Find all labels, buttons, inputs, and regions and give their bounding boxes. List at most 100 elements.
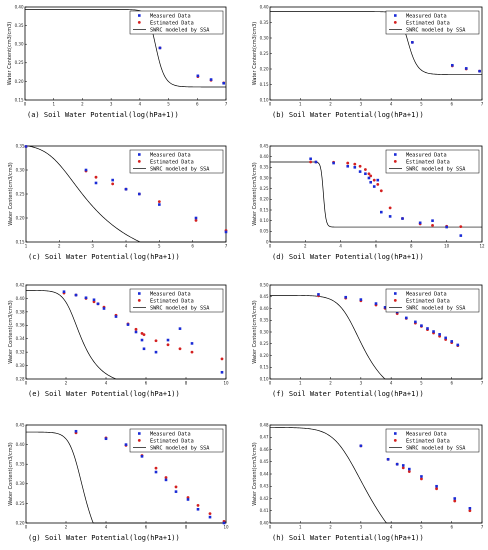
y-tick-label: 0.30 [15,42,24,47]
legend-estimated-marker [137,160,141,163]
x-tick-label: 2 [65,525,68,530]
legend-curve-label: SWRC modeled by SSA [406,166,466,172]
measured-point [194,216,198,220]
y-tick-label: 0.34 [16,336,25,341]
measured-point [376,178,380,182]
measured-point [401,217,404,220]
y-tick-label: 0.10 [260,218,269,223]
estimated-point [94,175,98,179]
panel-caption: (a) Soil Water Potential(log(hPa+1)) [27,111,179,119]
y-tick-label: 0.10 [260,97,269,102]
legend-curve-label: SWRC modeled by SSA [150,27,210,33]
y-tick-label: 0.42 [260,496,269,501]
y-tick-label: 0.20 [260,353,269,358]
y-tick-label: 0.35 [16,143,25,148]
legend-box [385,149,480,174]
x-tick-label: 6 [450,525,453,530]
estimated-point [364,168,367,171]
estimated-point [420,477,423,481]
estimated-point [220,357,224,361]
y-tick-label: 0.20 [260,197,269,202]
estimated-point [346,161,350,165]
panel-caption: (d) Soil Water Potential(log(hPa+1)) [272,253,424,261]
measured-point [332,161,335,165]
y-tick-label: 0.15 [16,239,25,244]
y-tick-label: 0.25 [16,191,25,196]
estimated-point [367,172,371,176]
x-tick-label: 10 [444,244,450,249]
measured-point [102,307,106,310]
legend-measured-marker [394,153,397,156]
estimated-point [92,300,96,304]
measured-point [388,215,392,218]
legend-box [129,428,224,453]
measured-point [178,327,182,330]
measured-point [166,338,170,342]
measured-point [435,484,438,488]
estimated-point [164,476,168,479]
swrc-curve [270,11,482,75]
x-tick-label: 8 [410,244,413,249]
y-tick-label: 0.32 [16,350,25,355]
measured-point [380,210,383,214]
panel-caption: (g) Soil Water Potential(log(hPa+1)) [28,534,180,542]
estimated-point [388,206,392,210]
estimated-point [376,183,380,186]
measured-point [346,164,350,168]
y-tick-label: 0.25 [16,501,25,506]
x-tick-label: 2 [304,244,307,249]
y-tick-label: 0.15 [260,82,269,87]
x-tick-label: 0 [269,525,272,530]
legend-measured-marker [138,14,141,17]
y-axis-label: Water Content(cm3/cm3) [252,22,258,85]
y-tick-label: 0.20 [16,520,25,525]
measured-point [222,521,226,525]
measured-point [431,219,434,222]
measured-point [111,178,114,182]
legend-measured-marker [138,292,141,295]
x-tick-label: 8 [185,381,188,386]
y-axis-label: Water Content(cm3/cm3) [8,300,14,363]
legend-estimated-label: Estimated Data [150,298,194,304]
chart-panel: 0 1 2 3 4 5 6 7 0.40 0.41 0.42 0.43 0.44 0.45 0.46 0.47… [252,422,484,542]
y-tick-label: 0.48 [260,422,269,427]
chart-panel: 0 2 4 6 8 10 0.20 0.25 0.30 0.35 0.40 0.45 Water Con… [8,422,229,542]
chart-panel: 0 1 2 3 4 5 6 7 0.15 0.20 0.25 0.30 0.35 0.40 Water Co… [7,4,228,119]
measured-point [353,166,357,169]
measured-point [386,458,390,461]
swrc-curve [26,290,226,380]
y-tick-label: 0.25 [15,60,24,65]
x-tick-label: 0 [25,525,28,530]
measured-point [186,498,190,501]
x-tick-label: 5 [167,102,170,107]
x-tick-label: 2 [81,102,84,107]
measured-point [84,168,88,172]
y-tick-label: 0.30 [260,175,269,180]
swrc-curve [26,431,226,524]
measured-point [62,290,66,294]
y-tick-label: 0.35 [260,318,269,323]
panel-caption: (e) Soil Water Potential(log(hPa+1)) [28,390,180,398]
y-axis-label: Water Content(cm3/cm3) [7,22,13,85]
x-tick-label: 10 [223,381,229,386]
y-tick-label: 0.38 [16,309,25,314]
measured-point [154,470,158,474]
measured-point [92,298,96,302]
measured-point [383,306,387,309]
measured-point [124,187,128,191]
legend-estimated-marker [393,299,397,302]
y-tick-label: 0.30 [16,167,25,172]
estimated-point [190,350,194,354]
legend-curve-label: SWRC modeled by SSA [406,27,466,33]
y-tick-label: 0.10 [260,376,269,381]
measured-point [478,69,481,73]
x-tick-label: 4 [125,244,128,249]
legend-measured-label: Measured Data [406,13,447,19]
estimated-point [140,331,144,335]
measured-point [220,370,224,374]
legend-estimated-marker [393,160,397,163]
